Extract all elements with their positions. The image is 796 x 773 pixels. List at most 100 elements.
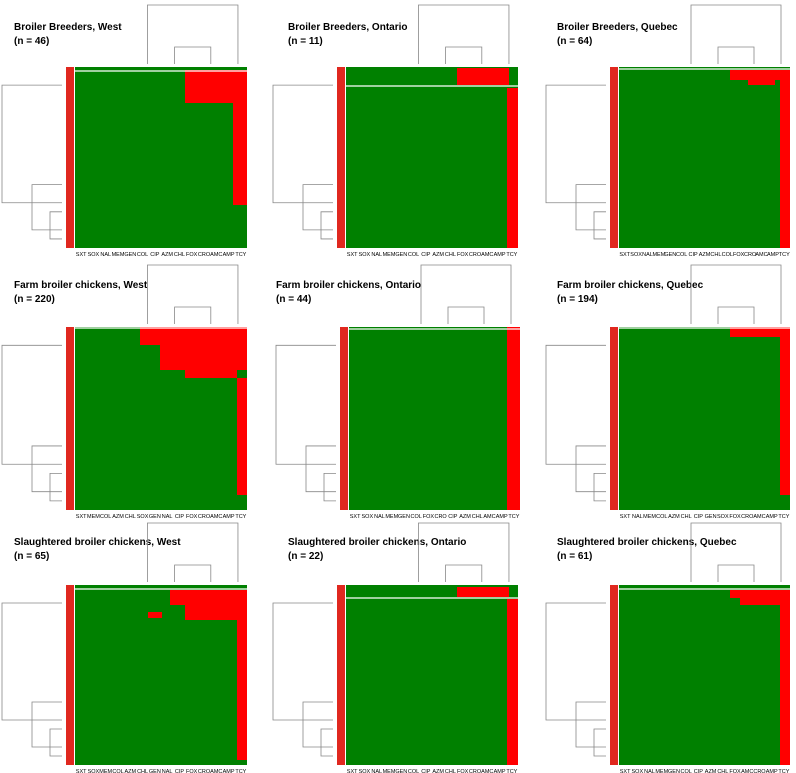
row-dendrogram (1, 344, 62, 502)
row-dendrogram (545, 84, 606, 240)
column-label: SOX (137, 514, 149, 520)
heatmap-panel: Slaughtered broiler chickens, Ontario (n … (272, 522, 518, 773)
resistant-block (740, 598, 790, 605)
resistant-block (780, 80, 790, 248)
column-label: CHL (472, 514, 483, 520)
row-annotation-bar (610, 327, 618, 510)
column-label: CIP (175, 769, 185, 773)
heatmap-panel: Farm broiler chickens, Ontario (n = 44) SX… (275, 264, 520, 520)
row-dendrogram (272, 84, 333, 240)
resistant-block (185, 370, 237, 378)
column-label: TCY (778, 769, 789, 773)
column-label: CIP (694, 514, 704, 520)
column-label: CHL (717, 769, 728, 773)
column-label: CHL (710, 252, 721, 258)
column-label: MEM (652, 252, 665, 258)
column-label: SOX (88, 769, 100, 773)
heatmap-body (346, 585, 518, 765)
panel-title: Broiler Breeders, Quebec (557, 22, 678, 33)
column-label: TCY (506, 769, 517, 773)
column-label: COL (137, 252, 148, 258)
column-label: AZM (699, 252, 711, 258)
column-label: COL (676, 252, 687, 258)
panel-title: Farm broiler chickens, Ontario (276, 280, 421, 291)
resistant-block (148, 612, 162, 618)
column-label: TCY (778, 514, 789, 520)
column-label: CIP (448, 514, 458, 520)
panel-title: Slaughtered broiler chickens, West (14, 537, 181, 548)
column-label: NAL (162, 514, 173, 520)
column-label: AZM (112, 514, 124, 520)
column-dendrogram (147, 522, 239, 582)
column-label: MEM (87, 514, 100, 520)
resistant-block (185, 605, 247, 620)
column-label: COL (112, 769, 123, 773)
column-dendrogram (690, 522, 782, 582)
heatmap-panel: Farm broiler chickens, West (n = 220) SXT M… (1, 264, 247, 520)
column-label: AMC (210, 769, 222, 773)
row-dendrogram (545, 344, 606, 502)
column-label: SXT (76, 252, 87, 258)
row-dendrogram (1, 602, 62, 757)
resistant-block (730, 70, 790, 80)
column-label: CRO (469, 252, 482, 258)
column-label: CRO (753, 769, 766, 773)
resistant-block (507, 327, 520, 510)
column-label: CRO (198, 769, 211, 773)
column-label: SOX (632, 769, 644, 773)
column-label: SOX (630, 252, 642, 258)
column-label: FOX (729, 769, 741, 773)
column-label: AMC (741, 769, 753, 773)
column-label: SOX (362, 514, 374, 520)
row-annotation-bar (66, 585, 74, 765)
heatmap-panel: Broiler Breeders, Quebec (n = 64) SXT SOX NA… (545, 4, 790, 258)
column-label: GEN (668, 769, 680, 773)
column-label: CIP (421, 769, 431, 773)
column-label: AMP (494, 769, 506, 773)
panel-count: (n = 65) (14, 551, 49, 562)
column-label: NAL (162, 769, 173, 773)
column-label: FOX (186, 769, 198, 773)
resistant-block (507, 599, 518, 765)
column-label: FOX (423, 514, 435, 520)
column-label: AMC (483, 514, 495, 520)
heatmap-body (346, 67, 518, 248)
panel-count: (n = 61) (557, 551, 592, 562)
column-label: MEM (385, 514, 398, 520)
resistant-block (233, 103, 247, 205)
column-label: NAL (632, 514, 643, 520)
column-label: CRO (198, 252, 211, 258)
column-dendrogram (147, 264, 239, 324)
column-label: GEN (395, 769, 407, 773)
column-label: AZM (432, 769, 444, 773)
column-label: SOX (88, 252, 100, 258)
column-label: AMC (481, 252, 493, 258)
resistant-block (170, 590, 247, 605)
panel-title: Farm broiler chickens, West (14, 280, 148, 291)
column-label: TCY (235, 514, 246, 520)
column-label: FOX (457, 252, 469, 258)
column-label: SXT (620, 769, 631, 773)
column-label: COL (411, 514, 422, 520)
column-label: GEN (398, 514, 410, 520)
heatmap-panel: Slaughtered broiler chickens, Quebec (n =… (545, 522, 790, 773)
row-annotation-bar (337, 585, 345, 765)
heatmap-body (619, 67, 790, 248)
column-label: NAL (371, 769, 382, 773)
heatmap-panel: Slaughtered broiler chickens, West (n = 6… (1, 522, 247, 773)
column-label: NAL (371, 252, 382, 258)
column-label: TCY (235, 769, 246, 773)
column-label: COL (681, 769, 692, 773)
resistant-block (780, 605, 790, 765)
column-label: GEN (124, 252, 136, 258)
resistant-block (457, 587, 509, 597)
column-label: NAL (374, 514, 385, 520)
column-dendrogram (690, 264, 782, 324)
column-label: SXT (347, 769, 358, 773)
resistant-block (748, 80, 775, 85)
row-dendrogram (545, 602, 606, 757)
column-dendrogram (418, 4, 510, 64)
panel-title: Broiler Breeders, Ontario (288, 22, 407, 33)
column-label: CHL (445, 252, 456, 258)
